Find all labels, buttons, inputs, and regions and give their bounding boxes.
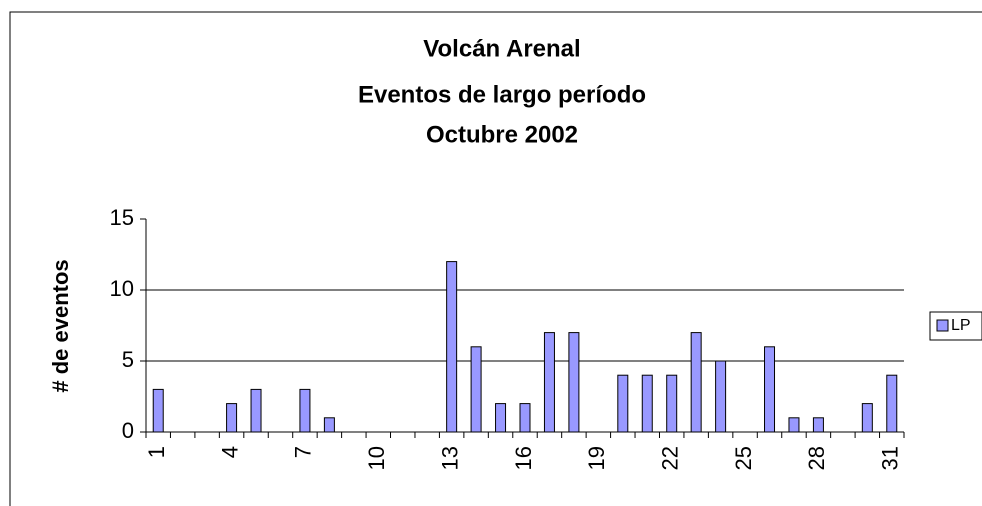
bar bbox=[690, 332, 702, 433]
bar bbox=[568, 332, 580, 433]
bar bbox=[250, 388, 262, 433]
y-tick-label: 15 bbox=[110, 205, 134, 230]
chart-title: Eventos de largo período bbox=[358, 81, 646, 108]
legend-swatch bbox=[936, 319, 949, 332]
bar bbox=[641, 374, 653, 433]
bar bbox=[470, 346, 482, 433]
x-tick-label: 19 bbox=[584, 446, 609, 470]
bar bbox=[764, 346, 776, 433]
y-tick-label: 5 bbox=[122, 347, 134, 372]
x-tick-label: 31 bbox=[878, 446, 903, 470]
chart-title: Volcán Arenal bbox=[423, 35, 580, 62]
bar bbox=[886, 374, 898, 433]
x-tick-label: 28 bbox=[804, 446, 829, 470]
bar bbox=[519, 403, 531, 433]
bar bbox=[299, 388, 311, 433]
bar bbox=[323, 417, 335, 433]
y-axis-label: # de eventos bbox=[48, 259, 73, 392]
bar bbox=[446, 261, 458, 433]
chart-title: Octubre 2002 bbox=[426, 121, 578, 148]
bar bbox=[788, 417, 800, 433]
bar bbox=[495, 403, 507, 433]
bar bbox=[715, 360, 727, 433]
legend-label: LP bbox=[951, 317, 971, 334]
bar bbox=[861, 403, 873, 433]
x-tick-label: 22 bbox=[658, 446, 683, 470]
y-tick-label: 0 bbox=[122, 418, 134, 443]
x-tick-label: 16 bbox=[511, 446, 536, 470]
x-tick-label: 7 bbox=[291, 446, 316, 458]
bar bbox=[543, 332, 555, 433]
bar bbox=[617, 374, 629, 433]
bar bbox=[666, 374, 678, 433]
x-tick-label: 25 bbox=[731, 446, 756, 470]
bar bbox=[226, 403, 238, 433]
x-tick-label: 13 bbox=[437, 446, 462, 470]
x-tick-label: 4 bbox=[217, 446, 242, 458]
x-tick-label: 1 bbox=[144, 446, 169, 458]
legend-box bbox=[929, 311, 982, 341]
bar bbox=[152, 388, 164, 433]
x-tick-label: 10 bbox=[364, 446, 389, 470]
y-tick-label: 10 bbox=[110, 276, 134, 301]
bar bbox=[812, 417, 824, 433]
